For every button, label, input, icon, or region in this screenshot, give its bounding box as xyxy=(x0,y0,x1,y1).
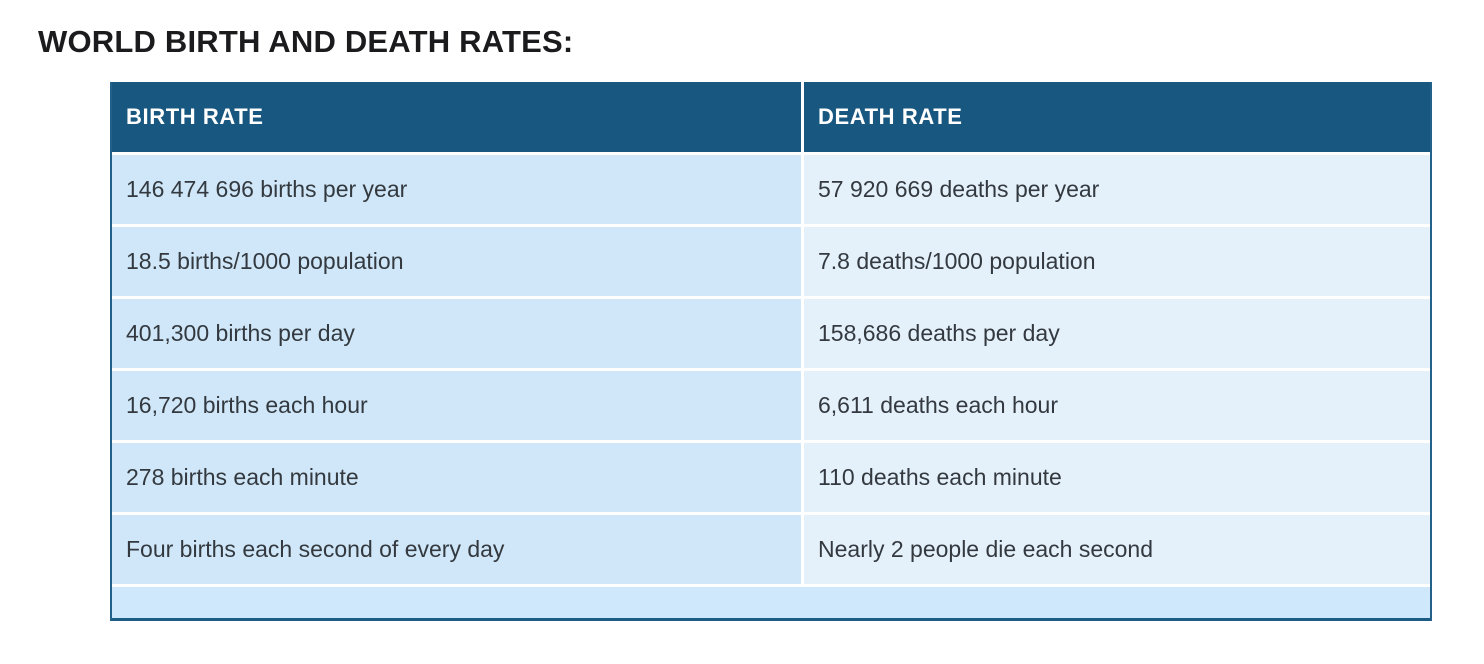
table-cell-deaths-per-1000: 7.8 deaths/1000 population xyxy=(804,227,1430,296)
table-cell-deaths-per-year: 57 920 669 deaths per year xyxy=(804,155,1430,224)
column-header-birth-rate: BIRTH RATE xyxy=(112,82,801,152)
table-cell-deaths-each-minute: 110 deaths each minute xyxy=(804,443,1430,512)
table-cell-births-per-day: 401,300 births per day xyxy=(112,299,801,368)
table-footer-bar xyxy=(112,587,1430,621)
birth-death-table: BIRTH RATE DEATH RATE 146 474 696 births… xyxy=(110,82,1432,621)
table-cell-births-per-1000: 18.5 births/1000 population xyxy=(112,227,801,296)
table-cell-births-each-second: Four births each second of every day xyxy=(112,515,801,584)
table-cell-births-each-minute: 278 births each minute xyxy=(112,443,801,512)
table-cell-births-per-year: 146 474 696 births per year xyxy=(112,155,801,224)
column-header-death-rate: DEATH RATE xyxy=(804,82,1430,152)
table-cell-deaths-each-second: Nearly 2 people die each second xyxy=(804,515,1430,584)
page-title: WORLD BIRTH AND DEATH RATES: xyxy=(38,24,574,59)
table-cell-deaths-per-day: 158,686 deaths per day xyxy=(804,299,1430,368)
table-cell-births-each-hour: 16,720 births each hour xyxy=(112,371,801,440)
table-cell-deaths-each-hour: 6,611 deaths each hour xyxy=(804,371,1430,440)
table-grid: BIRTH RATE DEATH RATE 146 474 696 births… xyxy=(112,82,1430,584)
